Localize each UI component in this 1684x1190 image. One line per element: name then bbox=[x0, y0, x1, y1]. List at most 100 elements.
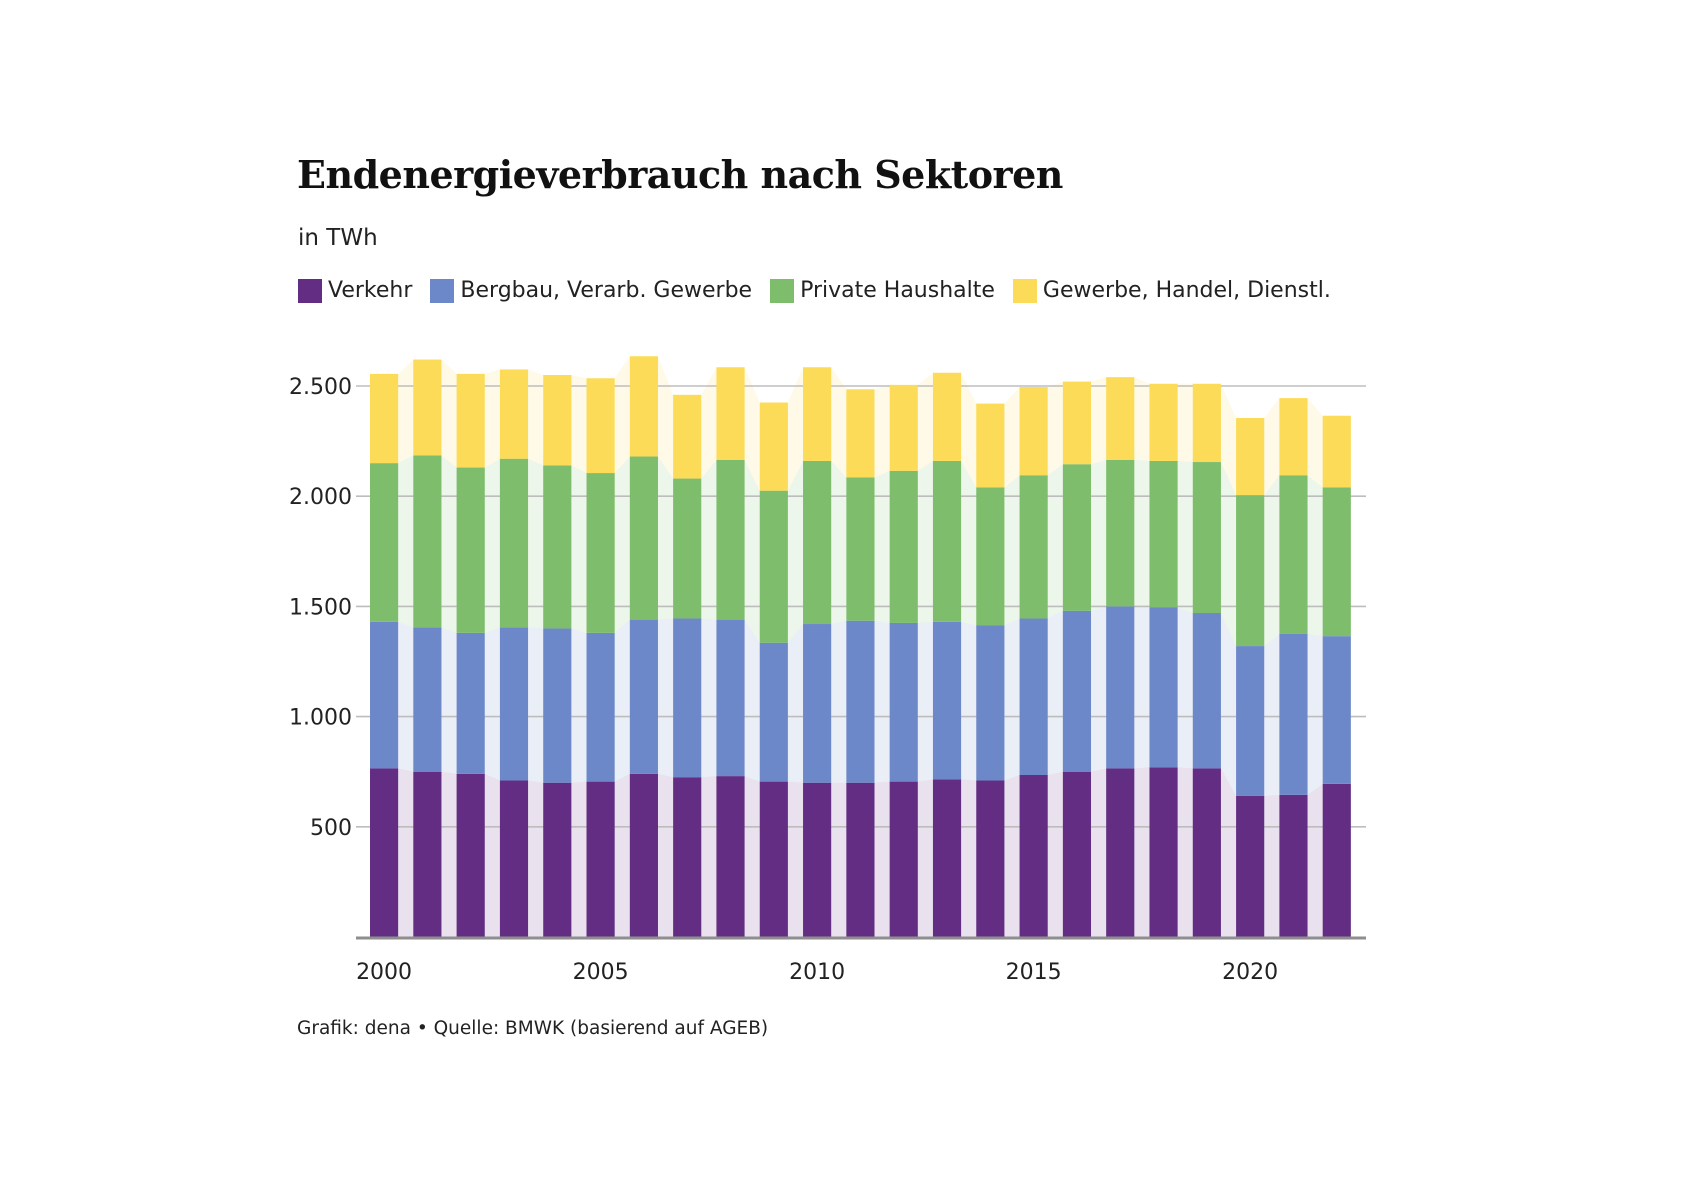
bar-2007-0 bbox=[673, 777, 702, 937]
bar-2001-3 bbox=[413, 359, 442, 456]
bar-2021-3 bbox=[1279, 398, 1308, 476]
bar-2008-2 bbox=[716, 459, 745, 620]
bar-2020-3 bbox=[1236, 417, 1265, 496]
bar-2000-0 bbox=[370, 768, 399, 937]
x-tick-label: 2020 bbox=[1222, 960, 1278, 985]
bar-2006-1 bbox=[629, 619, 658, 774]
x-tick-label: 2005 bbox=[573, 960, 629, 985]
bar-2010-2 bbox=[803, 460, 832, 625]
bar-2022-0 bbox=[1322, 783, 1351, 937]
bar-2015-1 bbox=[1019, 618, 1048, 776]
bar-2014-2 bbox=[976, 487, 1005, 626]
bar-2004-0 bbox=[543, 782, 572, 937]
bar-2004-2 bbox=[543, 465, 572, 629]
x-tick-label: 2010 bbox=[789, 960, 845, 985]
bar-2005-1 bbox=[586, 632, 615, 782]
bar-2007-3 bbox=[673, 394, 702, 479]
bar-2011-0 bbox=[846, 782, 875, 937]
legend-label: Private Haushalte bbox=[800, 278, 995, 303]
bar-2003-2 bbox=[499, 458, 529, 628]
legend-item-haushalte: Private Haushalte bbox=[770, 278, 995, 303]
bar-2017-3 bbox=[1106, 377, 1135, 460]
legend: Verkehr Bergbau, Verarb. Gewerbe Private… bbox=[298, 278, 1331, 303]
bar-2012-1 bbox=[889, 622, 918, 782]
bar-2007-1 bbox=[673, 618, 702, 778]
bar-2002-1 bbox=[456, 632, 485, 774]
bar-2019-3 bbox=[1192, 383, 1221, 463]
bar-2006-3 bbox=[629, 356, 658, 457]
bar-2016-1 bbox=[1062, 610, 1092, 772]
bar-2016-3 bbox=[1062, 381, 1092, 465]
bar-2013-3 bbox=[932, 372, 962, 461]
bar-2021-2 bbox=[1279, 475, 1308, 634]
y-tick-label: 500 bbox=[310, 816, 352, 841]
legend-swatch-gewerbe bbox=[1012, 278, 1037, 303]
bar-2022-2 bbox=[1322, 487, 1351, 637]
legend-label: Verkehr bbox=[328, 278, 413, 303]
bar-2010-0 bbox=[803, 782, 832, 937]
legend-swatch-verkehr bbox=[298, 278, 322, 303]
bar-2004-1 bbox=[543, 628, 572, 783]
y-axis-labels: 500 1.000 1.500 2.000 2.500 bbox=[289, 375, 352, 841]
bar-2013-1 bbox=[932, 621, 962, 780]
bar-2000-3 bbox=[370, 373, 399, 464]
source-note: Grafik: dena • Quelle: BMWK (basierend a… bbox=[297, 1018, 769, 1039]
bar-2009-1 bbox=[759, 642, 788, 782]
bar-2008-1 bbox=[716, 619, 745, 777]
bar-2001-0 bbox=[413, 771, 442, 937]
bar-2005-2 bbox=[586, 473, 615, 633]
bar-2010-3 bbox=[803, 367, 832, 461]
y-tick-label: 1.500 bbox=[289, 595, 352, 620]
bar-2008-3 bbox=[716, 367, 745, 460]
y-tick-label: 2.500 bbox=[289, 375, 352, 400]
bar-2002-3 bbox=[456, 373, 485, 468]
bar-2001-2 bbox=[413, 455, 442, 628]
bar-2018-1 bbox=[1149, 607, 1178, 768]
bar-2015-3 bbox=[1019, 387, 1048, 476]
bar-2021-1 bbox=[1279, 633, 1308, 795]
bar-2020-0 bbox=[1236, 795, 1265, 937]
bar-2021-0 bbox=[1279, 794, 1308, 937]
bar-2008-0 bbox=[716, 776, 745, 937]
bar-2001-1 bbox=[413, 627, 442, 772]
legend-swatch-bergbau bbox=[430, 278, 455, 303]
bar-2004-3 bbox=[543, 374, 572, 466]
bar-2012-3 bbox=[889, 384, 918, 471]
bar-2000-2 bbox=[370, 463, 399, 622]
bar-2016-2 bbox=[1062, 464, 1092, 611]
bar-2006-2 bbox=[629, 456, 658, 620]
legend-item-gewerbe: Gewerbe, Handel, Dienstl. bbox=[1012, 278, 1331, 303]
legend-item-bergbau: Bergbau, Verarb. Gewerbe bbox=[430, 278, 752, 303]
x-tick-label: 2015 bbox=[1006, 960, 1062, 985]
bar-2010-1 bbox=[803, 624, 832, 783]
bar-2022-1 bbox=[1322, 636, 1351, 784]
bar-2017-1 bbox=[1106, 606, 1135, 769]
bar-2012-2 bbox=[889, 470, 918, 623]
chart-title: Endenergieverbrauch nach Sektoren bbox=[297, 152, 1063, 197]
legend-item-verkehr: Verkehr bbox=[298, 278, 412, 303]
bar-2003-0 bbox=[499, 780, 529, 937]
bar-2020-1 bbox=[1236, 646, 1265, 796]
bars bbox=[370, 356, 1351, 937]
bar-2005-0 bbox=[586, 781, 615, 937]
bar-2018-0 bbox=[1149, 767, 1178, 937]
bar-2014-0 bbox=[976, 780, 1005, 937]
bar-2006-0 bbox=[629, 773, 658, 937]
bar-2011-2 bbox=[846, 477, 875, 621]
bar-2013-0 bbox=[932, 779, 962, 937]
bar-2015-2 bbox=[1019, 475, 1048, 619]
legend-label: Gewerbe, Handel, Dienstl. bbox=[1042, 278, 1331, 303]
bar-2019-0 bbox=[1192, 768, 1221, 937]
bar-2003-3 bbox=[499, 369, 529, 459]
bar-2014-1 bbox=[976, 625, 1005, 781]
y-tick-label: 1.000 bbox=[289, 706, 352, 731]
bar-2012-0 bbox=[889, 781, 918, 937]
chart-subtitle: in TWh bbox=[298, 225, 378, 251]
bar-2009-2 bbox=[759, 490, 788, 643]
x-axis-labels: 2000 2005 2010 2015 2020 bbox=[356, 960, 1278, 985]
bar-2020-2 bbox=[1236, 495, 1265, 647]
bar-2002-2 bbox=[456, 467, 485, 633]
bar-2018-2 bbox=[1149, 460, 1178, 608]
bar-2015-0 bbox=[1019, 775, 1048, 937]
